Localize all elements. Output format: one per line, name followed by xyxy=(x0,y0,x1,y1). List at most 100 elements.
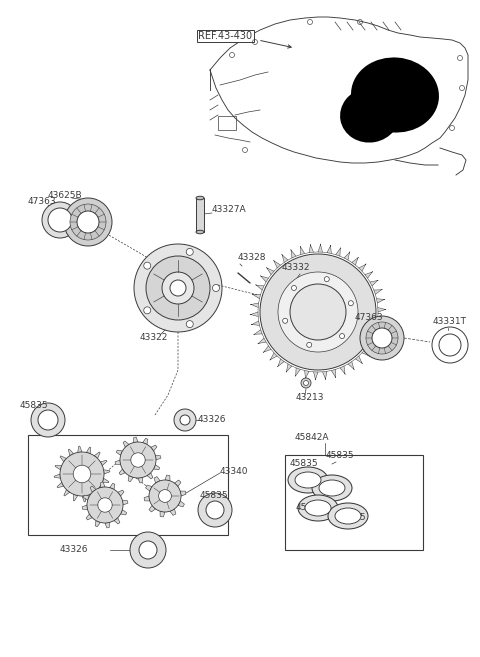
Text: 45835: 45835 xyxy=(290,459,319,468)
Polygon shape xyxy=(154,476,160,483)
Polygon shape xyxy=(263,346,271,353)
Ellipse shape xyxy=(351,57,439,133)
Ellipse shape xyxy=(298,495,338,521)
Text: 43331T: 43331T xyxy=(433,317,467,327)
Ellipse shape xyxy=(340,87,400,143)
Circle shape xyxy=(98,498,112,512)
Circle shape xyxy=(38,410,58,430)
Circle shape xyxy=(87,487,123,523)
Polygon shape xyxy=(105,522,109,528)
Circle shape xyxy=(186,321,193,328)
Polygon shape xyxy=(122,501,128,505)
Polygon shape xyxy=(313,372,318,380)
Polygon shape xyxy=(274,260,281,268)
Polygon shape xyxy=(270,353,277,360)
Polygon shape xyxy=(100,482,105,487)
Polygon shape xyxy=(95,520,100,527)
Ellipse shape xyxy=(335,508,361,524)
Circle shape xyxy=(290,284,346,340)
Circle shape xyxy=(174,409,196,431)
Circle shape xyxy=(324,277,329,282)
Text: 43340: 43340 xyxy=(220,468,249,476)
Circle shape xyxy=(149,480,181,512)
Ellipse shape xyxy=(305,500,331,516)
Polygon shape xyxy=(149,505,156,512)
Polygon shape xyxy=(138,478,143,483)
Circle shape xyxy=(198,493,232,527)
Text: 47363: 47363 xyxy=(355,313,384,323)
Ellipse shape xyxy=(196,230,204,234)
Polygon shape xyxy=(300,246,305,255)
Ellipse shape xyxy=(319,480,345,496)
Text: 43326: 43326 xyxy=(198,415,227,424)
Polygon shape xyxy=(144,496,150,501)
Polygon shape xyxy=(160,511,165,517)
Polygon shape xyxy=(78,446,82,453)
Polygon shape xyxy=(109,484,115,489)
Ellipse shape xyxy=(312,475,352,501)
Polygon shape xyxy=(377,317,385,321)
Polygon shape xyxy=(90,486,96,492)
Polygon shape xyxy=(178,501,184,507)
Ellipse shape xyxy=(328,503,368,529)
Polygon shape xyxy=(123,441,129,447)
Circle shape xyxy=(120,442,156,478)
Bar xyxy=(218,116,236,130)
Polygon shape xyxy=(151,445,157,451)
Polygon shape xyxy=(305,371,309,379)
Polygon shape xyxy=(128,476,133,482)
Polygon shape xyxy=(119,469,125,475)
Text: 45835: 45835 xyxy=(296,503,324,512)
Polygon shape xyxy=(344,252,350,260)
Circle shape xyxy=(158,489,171,503)
Circle shape xyxy=(360,316,404,360)
Circle shape xyxy=(48,208,72,232)
Polygon shape xyxy=(90,492,96,499)
Circle shape xyxy=(130,532,166,568)
Polygon shape xyxy=(336,248,341,256)
Circle shape xyxy=(70,204,106,240)
Circle shape xyxy=(162,272,194,304)
Polygon shape xyxy=(318,244,323,252)
Circle shape xyxy=(303,380,309,386)
Circle shape xyxy=(307,342,312,348)
Polygon shape xyxy=(372,334,380,340)
Polygon shape xyxy=(82,495,86,502)
Text: 47363: 47363 xyxy=(28,198,57,206)
Polygon shape xyxy=(368,342,376,348)
Circle shape xyxy=(213,284,219,292)
Polygon shape xyxy=(102,478,109,483)
Polygon shape xyxy=(250,312,258,317)
Ellipse shape xyxy=(288,467,328,493)
Polygon shape xyxy=(115,460,120,464)
Polygon shape xyxy=(378,307,386,312)
Polygon shape xyxy=(154,464,160,470)
Polygon shape xyxy=(352,257,359,265)
Circle shape xyxy=(146,256,210,320)
Text: 45835: 45835 xyxy=(326,451,355,461)
Polygon shape xyxy=(143,438,148,444)
Polygon shape xyxy=(60,456,66,462)
Polygon shape xyxy=(114,518,120,524)
Polygon shape xyxy=(94,452,100,459)
Polygon shape xyxy=(376,299,385,303)
Circle shape xyxy=(134,244,222,332)
Circle shape xyxy=(144,262,151,269)
Polygon shape xyxy=(365,271,373,278)
Circle shape xyxy=(64,198,112,246)
Polygon shape xyxy=(165,475,170,481)
Text: 45835: 45835 xyxy=(338,514,367,522)
Polygon shape xyxy=(57,482,64,487)
Polygon shape xyxy=(362,350,370,357)
Polygon shape xyxy=(282,254,288,262)
Circle shape xyxy=(144,307,151,314)
Circle shape xyxy=(131,453,145,467)
Circle shape xyxy=(348,301,353,306)
Polygon shape xyxy=(327,245,331,254)
Circle shape xyxy=(77,211,99,233)
Polygon shape xyxy=(118,490,124,496)
Circle shape xyxy=(42,202,78,238)
Polygon shape xyxy=(120,510,127,515)
Polygon shape xyxy=(251,321,260,325)
Circle shape xyxy=(170,280,186,296)
